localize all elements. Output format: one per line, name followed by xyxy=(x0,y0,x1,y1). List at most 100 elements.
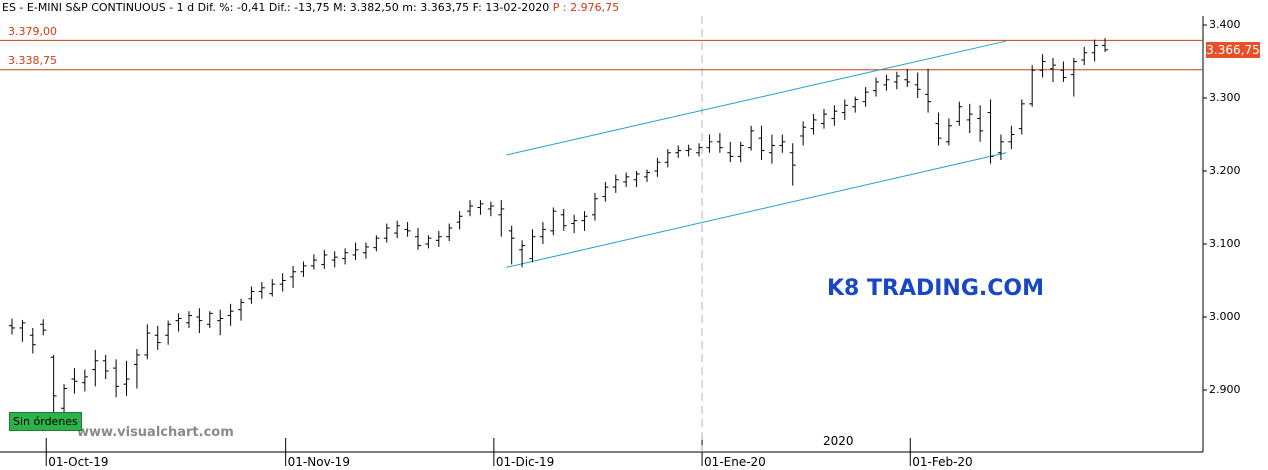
visualchart-watermark: www.visualchart.com xyxy=(77,425,234,440)
ohlc-bar xyxy=(238,298,245,321)
ohlc-bar xyxy=(467,200,474,217)
ohlc-bar xyxy=(165,320,172,345)
ohlc-bar xyxy=(185,311,192,328)
ohlc-bar xyxy=(61,384,68,417)
ohlc-bar xyxy=(883,74,890,91)
ohlc-bar xyxy=(800,121,807,146)
y-tick-label: 2.900 xyxy=(1209,383,1241,396)
header-last-price: P : 2.976,75 xyxy=(552,1,620,14)
ohlc-bar xyxy=(248,286,255,304)
ohlc-bar xyxy=(623,172,630,188)
ohlc-bar xyxy=(9,318,15,335)
ohlc-bar xyxy=(1070,57,1077,97)
ohlc-bar xyxy=(227,303,234,326)
level-label-upper: 3.379,00 xyxy=(8,25,57,38)
ohlc-bar xyxy=(1060,61,1067,82)
ohlc-bar xyxy=(310,254,317,270)
chart-header: ES - E-MINI S&P CONTINUOUS - 1 d Dif. %:… xyxy=(0,0,1207,16)
ohlc-bar xyxy=(779,134,786,153)
ohlc-bar xyxy=(706,134,713,153)
ohlc-bar xyxy=(477,200,484,215)
orders-button[interactable]: Sin órdenes xyxy=(9,412,82,431)
ohlc-bar xyxy=(19,319,26,342)
ohlc-bar xyxy=(654,157,661,177)
ohlc-bar xyxy=(300,261,307,277)
ohlc-bar xyxy=(362,242,369,259)
ohlc-bar xyxy=(977,105,984,142)
ohlc-bar xyxy=(404,222,411,237)
ohlc-bar xyxy=(758,125,765,161)
ohlc-bar xyxy=(904,68,911,88)
ohlc-bar xyxy=(748,125,755,151)
ohlc-bar xyxy=(831,105,838,126)
ohlc-bar xyxy=(591,192,598,221)
ohlc-bar xyxy=(914,72,921,98)
ohlc-bar xyxy=(644,169,651,182)
ohlc-bar xyxy=(685,144,692,157)
ohlc-bar xyxy=(602,181,609,202)
ohlc-bar xyxy=(279,273,286,292)
ohlc-bar xyxy=(893,71,900,90)
ohlc-bar xyxy=(123,360,130,396)
ohlc-bar xyxy=(997,134,1004,161)
ohlc-bar xyxy=(841,99,848,120)
ohlc-bar xyxy=(144,324,151,360)
ohlc-bar xyxy=(435,230,442,247)
ohlc-bar xyxy=(133,349,140,389)
ohlc-bar xyxy=(383,223,390,243)
ohlc-bar xyxy=(539,222,546,244)
ohlc-bar xyxy=(269,279,276,297)
ohlc-bar xyxy=(154,325,161,350)
ohlc-bar xyxy=(1008,125,1015,150)
ohlc-bar xyxy=(550,207,557,236)
ohlc-bar xyxy=(352,242,359,261)
ohlc-bar xyxy=(71,368,78,394)
y-tick-label: 3.200 xyxy=(1209,164,1241,177)
ohlc-bar xyxy=(789,143,796,186)
ohlc-bar xyxy=(935,112,942,146)
ohlc-bar xyxy=(92,349,99,387)
ohlc-bar xyxy=(373,235,380,252)
x-tick-label: 01-Nov-19 xyxy=(287,455,350,469)
ohlc-bar xyxy=(581,211,588,231)
ohlc-bar xyxy=(175,313,182,332)
y-tick-label: 3.000 xyxy=(1209,310,1241,323)
ohlc-bar xyxy=(456,211,463,230)
x-tick-label: 01-Oct-19 xyxy=(48,455,109,469)
ohlc-bar xyxy=(873,77,880,97)
k8-watermark: K8 TRADING.COM xyxy=(827,276,1045,301)
ohlc-bar xyxy=(1018,99,1025,135)
ohlc-bar xyxy=(945,118,952,146)
ohlc-bar xyxy=(113,359,120,398)
ohlc-bar xyxy=(206,311,213,328)
level-label-lower: 3.338,75 xyxy=(8,54,57,67)
ohlc-bar xyxy=(664,149,671,168)
ohlc-bar xyxy=(394,220,401,239)
ohlc-bar xyxy=(696,143,703,157)
ohlc-bar xyxy=(612,174,619,193)
ohlc-bar xyxy=(342,248,349,265)
ohlc-bar xyxy=(737,141,744,163)
ohlc-bar xyxy=(810,114,817,135)
channel-line xyxy=(506,40,1007,156)
x-tick-label: 01-Ene-20 xyxy=(704,455,766,469)
ohlc-bar xyxy=(102,354,109,380)
channel-line xyxy=(506,152,1007,268)
ohlc-bar xyxy=(519,240,526,268)
ohlc-bar xyxy=(258,281,265,299)
x-tick-label: 01-Dic-19 xyxy=(495,455,555,469)
ohlc-bar xyxy=(529,229,536,263)
current-price-badge: 3.366,75 xyxy=(1206,42,1260,58)
ohlc-bar xyxy=(1081,46,1088,66)
ohlc-bar xyxy=(29,327,36,354)
ohlc-bar xyxy=(1029,65,1036,107)
header-info: ES - E-MINI S&P CONTINUOUS - 1 d Dif. %:… xyxy=(2,1,550,14)
ohlc-bar xyxy=(862,87,869,107)
ohlc-bar xyxy=(560,208,567,231)
ohlc-bar xyxy=(633,171,640,188)
ohlc-bar xyxy=(498,200,505,237)
ohlc-bar xyxy=(217,309,224,336)
ohlc-bar xyxy=(1039,54,1046,78)
